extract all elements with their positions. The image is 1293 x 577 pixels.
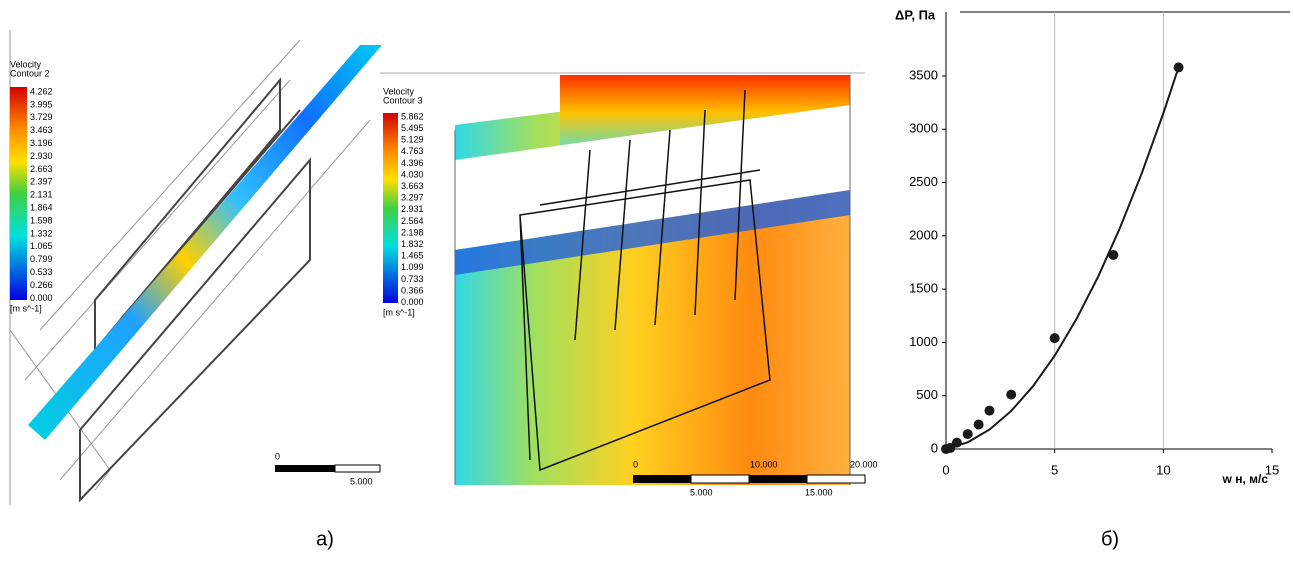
y-tick-label: 3000 xyxy=(909,121,938,136)
legend-label: 4.396 xyxy=(401,158,424,168)
legend-label: 2.930 xyxy=(30,151,53,161)
legend-label: 3.297 xyxy=(401,193,424,203)
legend-title: Velocity xyxy=(383,86,415,96)
legend-label: 1.864 xyxy=(30,202,53,212)
color-bar xyxy=(10,87,27,300)
x-tick-label: 15 xyxy=(1265,462,1279,477)
scale-label: 5.000 xyxy=(350,476,373,486)
scale-label: 10.000 xyxy=(750,459,778,469)
y-tick-label: 1000 xyxy=(909,334,938,349)
legend-label: 3.463 xyxy=(30,125,53,135)
legend-label: 1.332 xyxy=(30,228,53,238)
y-axis-label: ΔP, Па xyxy=(895,7,936,22)
panel-a-2 xyxy=(380,72,866,485)
legend-label: 2.564 xyxy=(401,216,424,226)
legend-unit: [m s^-1] xyxy=(10,303,42,313)
x-tick-label: 5 xyxy=(1051,462,1058,477)
legend-label: 1.465 xyxy=(401,251,424,261)
legend-label: 0.533 xyxy=(30,267,53,277)
legend-label: 2.198 xyxy=(401,227,424,237)
x-tick-label: 0 xyxy=(942,462,949,477)
x-axis-label: w н, м/с xyxy=(1222,472,1269,486)
legend-label: 3.663 xyxy=(401,181,424,191)
point xyxy=(1006,389,1017,400)
legend-unit: [m s^-1] xyxy=(383,307,415,317)
legend-label: 1.099 xyxy=(401,262,424,272)
scale-label: 0 xyxy=(275,451,280,461)
legend-label: 0.366 xyxy=(401,285,424,295)
legend-subtitle: Contour 3 xyxy=(383,95,423,105)
legend-label: 1.065 xyxy=(30,241,53,251)
legend-label: 3.729 xyxy=(30,112,53,122)
legend-label: 2.663 xyxy=(30,164,53,174)
y-tick-label: 1500 xyxy=(909,281,938,296)
scale-label: 20.000 xyxy=(850,459,878,469)
legend-label: 3.196 xyxy=(30,138,53,148)
legend-label: 1.598 xyxy=(30,215,53,225)
y-tick-label: 0 xyxy=(931,440,938,455)
color-bar xyxy=(383,113,398,303)
point xyxy=(973,419,984,430)
legend-label: 2.131 xyxy=(30,190,53,200)
legend-label: 5.129 xyxy=(401,135,424,145)
panel-a-1 xyxy=(9,30,382,505)
legend-subtitle: Contour 2 xyxy=(10,68,50,78)
scale-label: 15.000 xyxy=(805,487,833,497)
legend-label: 0.000 xyxy=(401,297,424,307)
legend-label: 0.000 xyxy=(30,293,53,303)
legend-title: Velocity xyxy=(10,59,42,69)
y-tick-label: 3500 xyxy=(909,67,938,82)
point xyxy=(962,429,973,440)
legend-label: 1.832 xyxy=(401,239,424,249)
legend-label: 0.733 xyxy=(401,274,424,284)
legend-label: 5.862 xyxy=(401,111,424,121)
fit-line xyxy=(945,67,1180,450)
scale-label: 5.000 xyxy=(690,487,713,497)
caption: б) xyxy=(1101,528,1119,550)
legend-label: 0.799 xyxy=(30,254,53,264)
legend-label: 2.397 xyxy=(30,177,53,187)
point xyxy=(1108,250,1119,261)
legend-label: 4.763 xyxy=(401,146,424,156)
point xyxy=(984,405,995,416)
caption: а) xyxy=(316,528,334,550)
y-tick-label: 2500 xyxy=(909,174,938,189)
chart: 0 500 1000 1500 2000 2500 3000 3500 0 5 10 15 ΔP, Па… xyxy=(895,7,1290,488)
point xyxy=(1049,333,1060,344)
legend-label: 0.266 xyxy=(30,280,53,290)
legend-label: 5.495 xyxy=(401,123,424,133)
legend-label: 4.030 xyxy=(401,169,424,179)
scale-label: 0 xyxy=(633,459,638,469)
legend-label: 3.995 xyxy=(30,99,53,109)
y-tick-label: 500 xyxy=(916,387,938,402)
y-tick-label: 2000 xyxy=(909,227,938,242)
x-tick-label: 10 xyxy=(1156,462,1170,477)
legend-label: 2.931 xyxy=(401,204,424,214)
legend-label: 4.262 xyxy=(30,86,53,96)
